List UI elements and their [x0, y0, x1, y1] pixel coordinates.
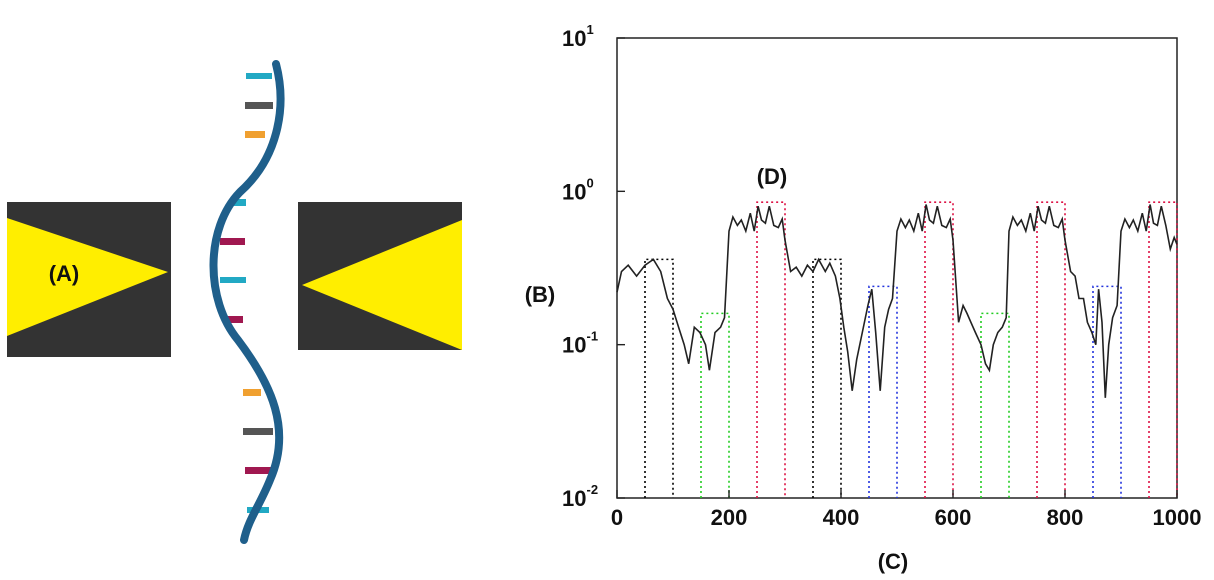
reference-levels: [644, 201, 1178, 498]
reference-box: [644, 258, 674, 498]
electrode-left-tip: [7, 218, 168, 336]
dna-backbone: [209, 60, 285, 544]
reference-box: [924, 201, 954, 498]
y-tick-label: 10-1: [562, 329, 598, 358]
base-gray: [243, 428, 273, 435]
x-tick-label: 1000: [1153, 505, 1202, 530]
electrode-left: [7, 202, 171, 357]
base-magenta: [220, 238, 245, 245]
reference-box: [1036, 201, 1066, 498]
dna-strand: [209, 60, 285, 544]
reference-box: [756, 201, 786, 498]
base-orange: [245, 131, 265, 138]
x-axis-label: (C): [878, 549, 909, 574]
y-tick-label: 100: [562, 175, 594, 204]
label-a: (A): [49, 261, 80, 286]
electrode-right-tip: [302, 220, 462, 350]
x-tick-label: 600: [935, 505, 972, 530]
chart: 0 200 400 600 800 1000 10-2 10-1 100 101 (D) (B)…: [525, 22, 1202, 574]
base-cyan: [246, 73, 272, 79]
x-tick-label: 0: [611, 505, 623, 530]
plot-area-frame: [616, 37, 1178, 499]
electrode-right: [298, 202, 462, 350]
label-d: (D): [757, 164, 788, 189]
y-tick-label: 10-2: [562, 482, 598, 511]
reference-box: [700, 312, 730, 498]
y-tick-label: 101: [562, 22, 594, 51]
series-line: [616, 204, 1178, 398]
base-orange: [243, 389, 261, 396]
y-axis-ticks: 10-2 10-1 100 101: [562, 22, 625, 511]
base-cyan: [230, 199, 246, 206]
y-axis-label: (B): [525, 282, 556, 307]
base-cyan: [220, 277, 246, 283]
base-gray: [245, 102, 273, 109]
x-axis-ticks: 0 200 400 600 800 1000: [611, 490, 1202, 530]
reference-box: [1092, 285, 1122, 498]
base-magenta: [245, 467, 275, 474]
reference-box: [812, 258, 842, 498]
reference-box: [1148, 201, 1178, 498]
dna-bases: [220, 73, 275, 513]
base-magenta: [227, 316, 243, 323]
reference-box: [868, 285, 898, 498]
x-tick-label: 200: [711, 505, 748, 530]
x-tick-label: 800: [1047, 505, 1084, 530]
x-tick-label: 400: [823, 505, 860, 530]
